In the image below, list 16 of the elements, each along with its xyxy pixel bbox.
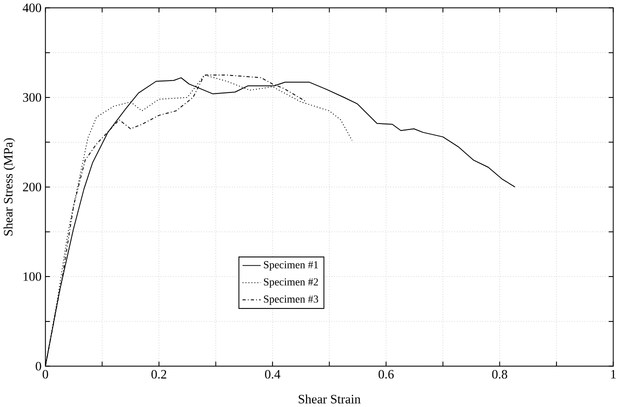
legend-label: Specimen #2 bbox=[264, 278, 318, 288]
y-tick-label: 200 bbox=[23, 182, 42, 192]
x-tick-label: 0.8 bbox=[492, 370, 508, 379]
y-tick-label: 300 bbox=[23, 93, 42, 102]
x-tick-label: 0.6 bbox=[378, 370, 394, 379]
x-tick-label: 0.4 bbox=[265, 370, 280, 379]
x-axis-title: Shear Strain bbox=[298, 394, 361, 404]
legend-label: Specimen #3 bbox=[264, 296, 318, 305]
y-axis-title: Shear Stress (MPa) bbox=[4, 138, 16, 236]
x-tick-label: 0.2 bbox=[151, 370, 166, 379]
x-tick-label: 0 bbox=[42, 370, 48, 379]
y-tick-label: 100 bbox=[24, 272, 42, 281]
x-tick-label: 1 bbox=[611, 370, 616, 378]
y-tick-label: 0 bbox=[36, 362, 42, 370]
legend-label: Specimen #1 bbox=[264, 261, 318, 270]
y-tick-label: 400 bbox=[22, 4, 42, 12]
